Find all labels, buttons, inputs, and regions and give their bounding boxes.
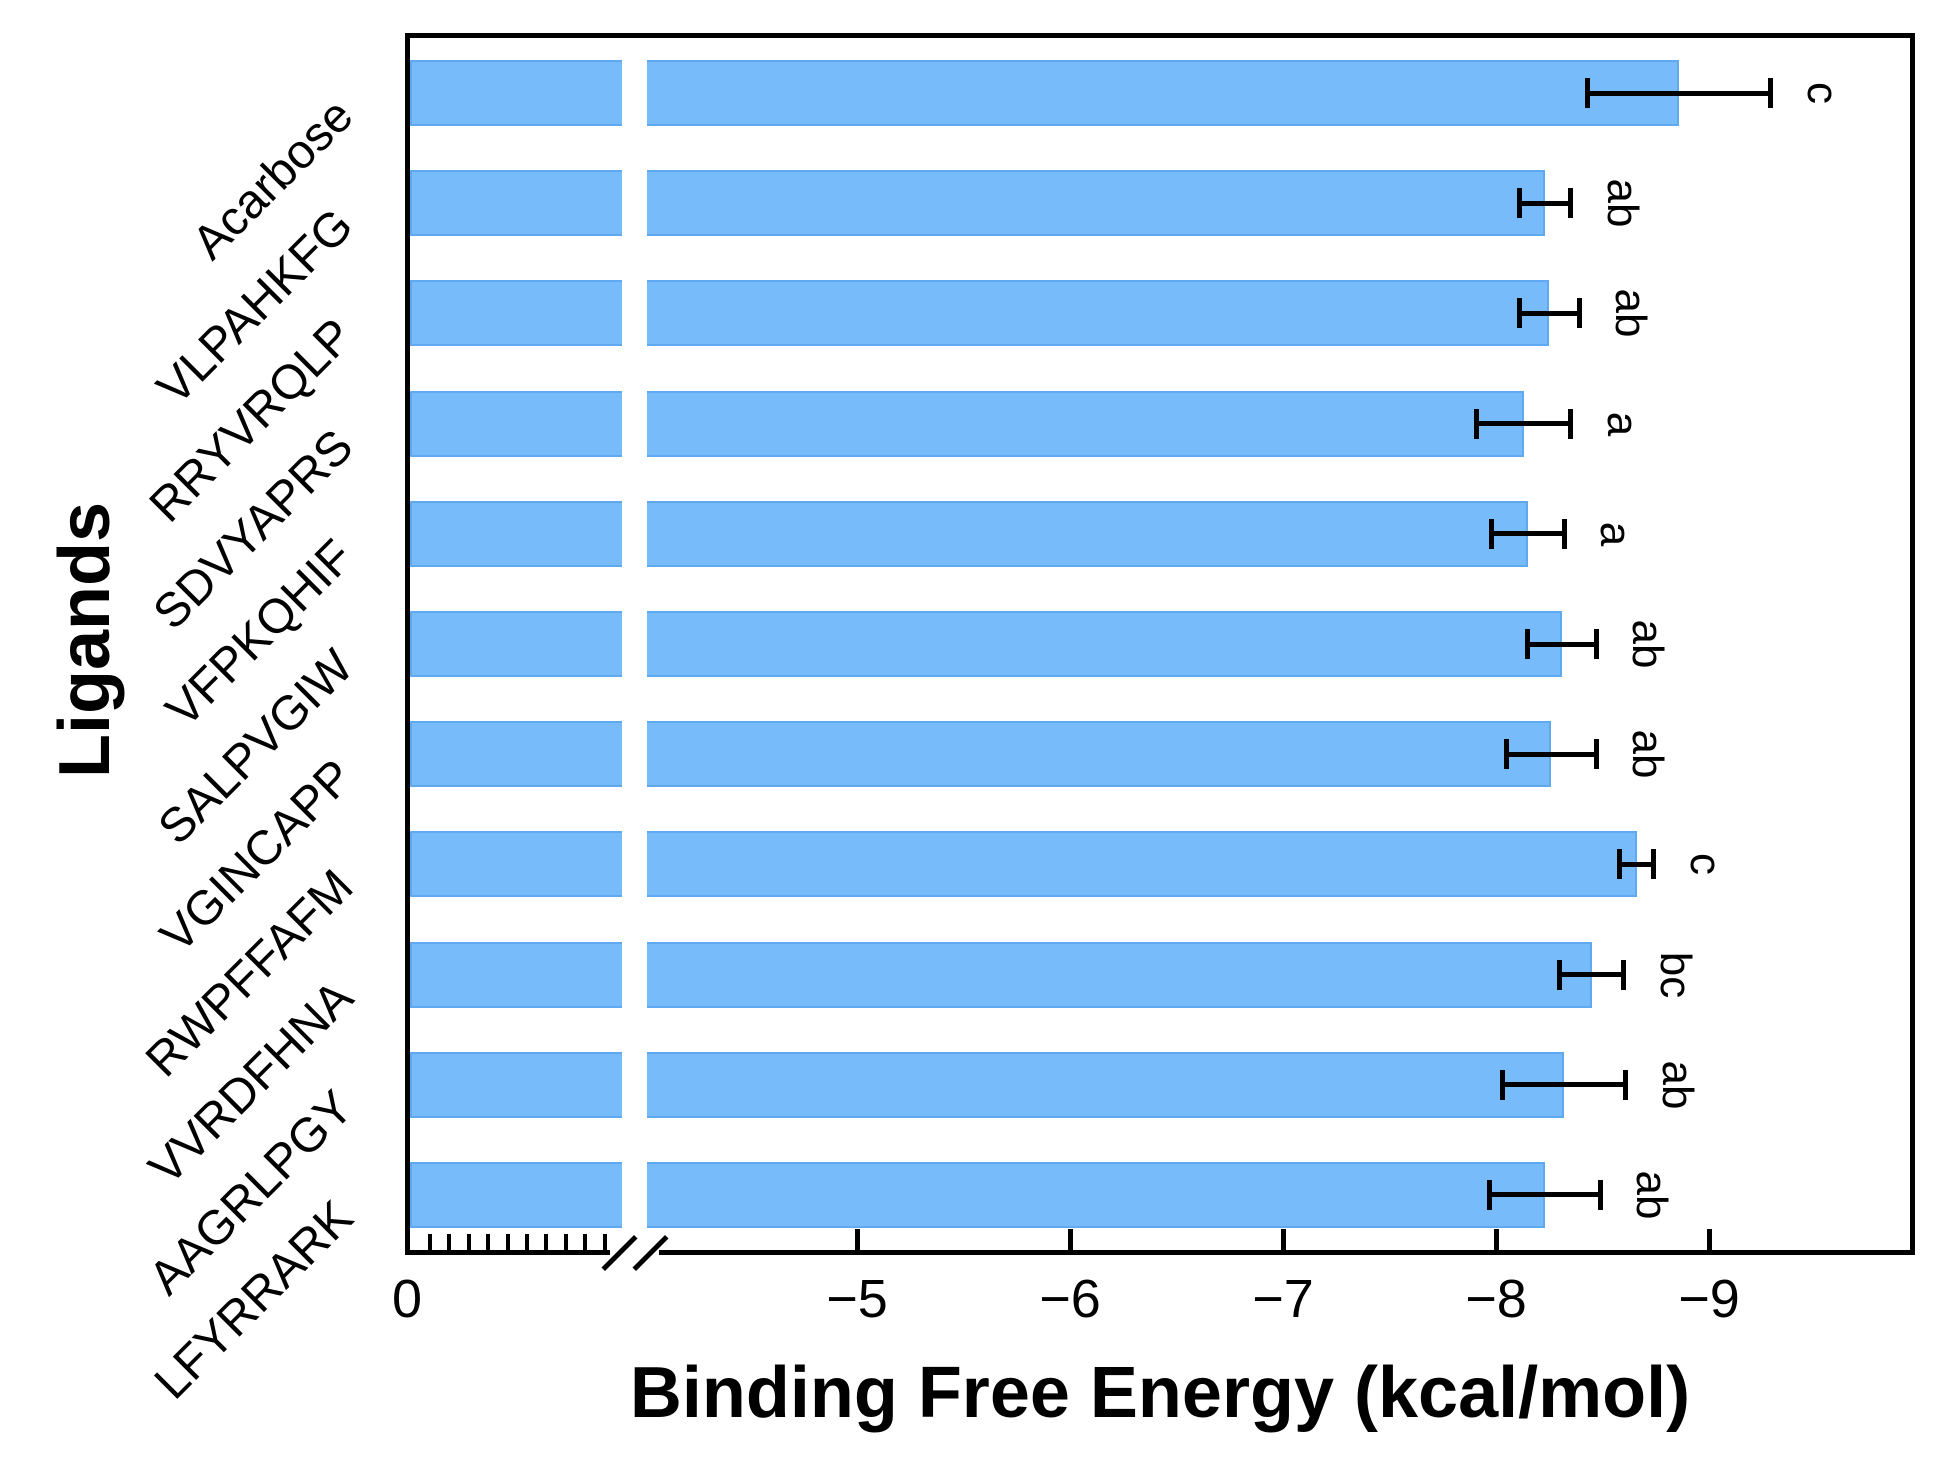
significance-letter: ab [1623,619,1673,669]
significance-letter: a [1591,521,1641,547]
bar [410,611,1563,677]
bar [410,500,1528,567]
error-bar-cap [1593,739,1599,770]
bar [410,941,1592,1008]
error-bar-line [1489,1192,1601,1198]
x-minor-tick [486,1234,491,1250]
significance-letter: ab [1597,178,1647,228]
significance-letter: ab [1627,1170,1677,1220]
bar [410,390,1524,457]
error-bar-cap [1768,78,1774,109]
significance-letter: c [1797,82,1847,105]
error-bar-line [1491,531,1565,537]
bar [410,280,1550,347]
x-minor-tick [428,1234,432,1250]
x-major-tick [854,1229,860,1250]
bar [410,170,1545,237]
error-bar-line [1527,641,1597,647]
error-bar-cap [1597,1179,1603,1210]
x-minor-tick [602,1234,607,1250]
bar [410,831,1637,898]
x-major-tick [1706,1229,1712,1250]
bar [410,721,1552,788]
significance-letter: bc [1650,951,1700,998]
x-minor-tick [583,1234,588,1250]
error-bar-cap [1474,408,1480,439]
axis-break-band [622,38,647,1250]
x-minor-tick [505,1234,510,1250]
error-bar-cap [1623,1069,1629,1100]
x-minor-tick [563,1234,568,1250]
error-bar-cap [1561,518,1567,549]
error-bar-line [1559,972,1624,978]
error-bar-line [1506,751,1597,757]
x-minor-tick [525,1234,529,1250]
error-bar-cap [1568,408,1574,439]
x-major-tick [1493,1229,1499,1250]
error-bar-line [1519,200,1571,206]
x-axis-title: Binding Free Energy (kcal/mol) [629,1353,1691,1433]
error-bar-cap [1585,78,1591,109]
error-bar-cap [1568,188,1574,219]
x-minor-tick [447,1234,452,1250]
bar [410,1051,1565,1118]
error-bar-cap [1651,849,1657,880]
error-bar-cap [1593,629,1599,659]
significance-letter: c [1680,853,1730,876]
error-bar-cap [1617,849,1623,880]
x-minor-tick [544,1234,549,1250]
bar [410,60,1680,127]
axis-break-gap [610,1248,659,1257]
error-bar-cap [1487,1179,1493,1210]
significance-letter: a [1597,411,1647,436]
x-tick-label: −5 [826,1269,888,1329]
significance-letter: ab [1606,288,1656,338]
x-tick-label: −8 [1465,1269,1527,1329]
error-bar-cap [1504,739,1510,770]
error-bar-cap [1557,959,1563,990]
error-bar-cap [1516,188,1522,219]
bar [410,1161,1545,1228]
x-minor-tick [466,1234,471,1250]
error-bar-cap [1621,959,1627,990]
significance-letter: ab [1623,729,1673,779]
x-major-tick [1280,1229,1286,1250]
x-tick-label: −9 [1678,1269,1740,1329]
error-bar-cap [1525,629,1531,659]
significance-letter: ab [1652,1060,1702,1110]
x-major-tick [1067,1229,1073,1250]
error-bar-cap [1576,298,1582,329]
error-bar-cap [1516,298,1522,329]
error-bar-line [1519,310,1580,316]
x-tick-label: −7 [1252,1269,1314,1329]
plot-area: c ab ab a a ab ab c bc ab ab [405,33,1915,1255]
error-bar-line [1587,90,1771,96]
error-bar-line [1619,861,1654,867]
error-bar-cap [1489,518,1495,549]
error-bar-cap [1499,1069,1505,1100]
error-bar-line [1502,1082,1626,1088]
x-tick-label: 0 [391,1269,423,1329]
error-bar-line [1476,421,1571,427]
x-tick-label: −6 [1039,1269,1101,1329]
